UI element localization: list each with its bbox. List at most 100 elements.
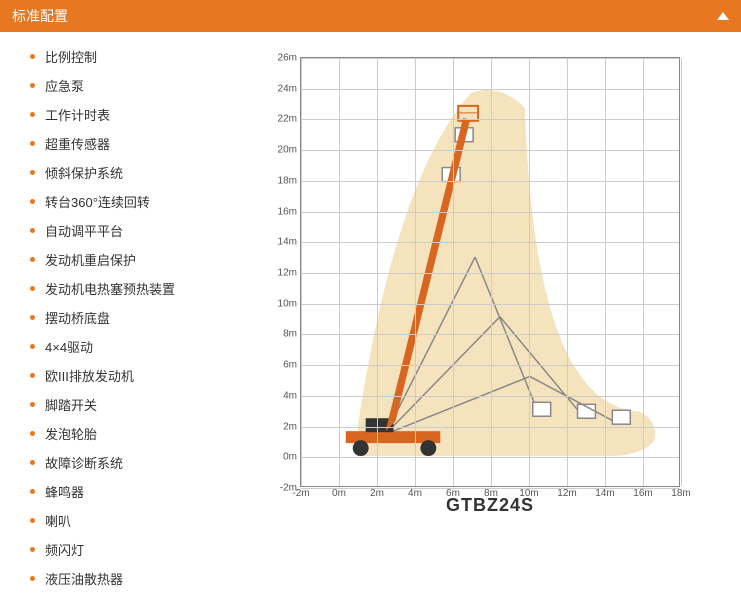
feature-item: 工作计时表 bbox=[30, 105, 300, 124]
bullet-icon bbox=[30, 547, 35, 552]
feature-label: 喇叭 bbox=[45, 511, 71, 530]
section-header[interactable]: 标准配置 bbox=[0, 0, 741, 32]
feature-item: 倾斜保护系统 bbox=[30, 163, 300, 182]
feature-item: 脚踏开关 bbox=[30, 395, 300, 414]
bullet-icon bbox=[30, 402, 35, 407]
feature-label: 蜂鸣器 bbox=[45, 482, 84, 501]
grid-line bbox=[567, 58, 568, 486]
boom-lift-diagram bbox=[301, 58, 679, 486]
y-axis-label: 10m bbox=[278, 298, 301, 309]
feature-label: 频闪灯 bbox=[45, 540, 84, 559]
feature-label: 自动调平平台 bbox=[45, 221, 123, 240]
bullet-icon bbox=[30, 54, 35, 59]
grid-line bbox=[453, 58, 454, 486]
grid-line bbox=[301, 488, 679, 489]
feature-label: 应急泵 bbox=[45, 76, 84, 95]
bullet-icon bbox=[30, 344, 35, 349]
y-axis-label: 6m bbox=[283, 360, 301, 371]
bullet-icon bbox=[30, 373, 35, 378]
y-axis-label: 20m bbox=[278, 145, 301, 156]
feature-label: 摆动桥底盘 bbox=[45, 308, 110, 327]
y-axis-label: 4m bbox=[283, 390, 301, 401]
feature-item: 4×4驱动 bbox=[30, 337, 300, 356]
bullet-icon bbox=[30, 489, 35, 494]
bullet-icon bbox=[30, 83, 35, 88]
grid-line bbox=[301, 427, 679, 428]
grid-line bbox=[605, 58, 606, 486]
grid-line bbox=[529, 58, 530, 486]
y-axis-label: 12m bbox=[278, 268, 301, 279]
y-axis-label: 0m bbox=[283, 452, 301, 463]
bullet-icon bbox=[30, 286, 35, 291]
y-axis-label: 2m bbox=[283, 421, 301, 432]
feature-item: 液压油散热器 bbox=[30, 569, 300, 588]
feature-item: 摆动桥底盘 bbox=[30, 308, 300, 327]
feature-item: 发动机电热塞预热装置 bbox=[30, 279, 300, 298]
feature-item: 比例控制 bbox=[30, 47, 300, 66]
grid-line bbox=[301, 365, 679, 366]
feature-label: 脚踏开关 bbox=[45, 395, 97, 414]
grid-line bbox=[301, 457, 679, 458]
bullet-icon bbox=[30, 460, 35, 465]
bullet-icon bbox=[30, 518, 35, 523]
grid-line bbox=[301, 89, 679, 90]
bullet-icon bbox=[30, 228, 35, 233]
bullet-icon bbox=[30, 199, 35, 204]
feature-label: 故障诊断系统 bbox=[45, 453, 123, 472]
feature-item: 蜂鸣器 bbox=[30, 482, 300, 501]
y-axis-label: 22m bbox=[278, 114, 301, 125]
grid-line bbox=[377, 58, 378, 486]
feature-label: 比例控制 bbox=[45, 47, 97, 66]
y-axis-label: 24m bbox=[278, 83, 301, 94]
bullet-icon bbox=[30, 431, 35, 436]
grid-line bbox=[301, 396, 679, 397]
feature-item: 转台360°连续回转 bbox=[30, 192, 300, 211]
feature-label: 超重传感器 bbox=[45, 134, 110, 153]
y-axis-label: 16m bbox=[278, 206, 301, 217]
feature-item: 发动机重启保护 bbox=[30, 250, 300, 269]
feature-label: 发动机电热塞预热装置 bbox=[45, 279, 175, 298]
grid-line bbox=[681, 58, 682, 486]
collapse-icon bbox=[717, 12, 729, 20]
feature-item: 自动调平平台 bbox=[30, 221, 300, 240]
feature-item: 超重传感器 bbox=[30, 134, 300, 153]
grid-line bbox=[301, 150, 679, 151]
bullet-icon bbox=[30, 257, 35, 262]
bullet-icon bbox=[30, 112, 35, 117]
grid-line bbox=[415, 58, 416, 486]
grid-line bbox=[301, 304, 679, 305]
content-area: 比例控制应急泵工作计时表超重传感器倾斜保护系统转台360°连续回转自动调平平台发… bbox=[0, 32, 741, 598]
grid-line bbox=[301, 58, 302, 486]
y-axis-label: 8m bbox=[283, 329, 301, 340]
feature-item: 欧III排放发动机 bbox=[30, 366, 300, 385]
feature-list: 比例控制应急泵工作计时表超重传感器倾斜保护系统转台360°连续回转自动调平平台发… bbox=[0, 47, 300, 598]
grid-line bbox=[339, 58, 340, 486]
grid-line bbox=[491, 58, 492, 486]
feature-label: 发泡轮胎 bbox=[45, 424, 97, 443]
feature-item: 故障诊断系统 bbox=[30, 453, 300, 472]
bullet-icon bbox=[30, 315, 35, 320]
feature-label: 4×4驱动 bbox=[45, 337, 93, 356]
y-axis-label: 26m bbox=[278, 53, 301, 64]
y-axis-label: 14m bbox=[278, 237, 301, 248]
grid-line bbox=[301, 334, 679, 335]
grid-line bbox=[301, 119, 679, 120]
grid-line bbox=[301, 212, 679, 213]
feature-item: 频闪灯 bbox=[30, 540, 300, 559]
chart-area: GTBZ24S -2m0m2m4m6m8m10m12m14m16m18m-2m0… bbox=[300, 47, 741, 598]
grid-line bbox=[301, 242, 679, 243]
grid-line bbox=[643, 58, 644, 486]
feature-label: 欧III排放发动机 bbox=[45, 366, 134, 385]
feature-label: 液压油散热器 bbox=[45, 569, 123, 588]
feature-label: 倾斜保护系统 bbox=[45, 163, 123, 182]
grid-line bbox=[301, 273, 679, 274]
feature-item: 发泡轮胎 bbox=[30, 424, 300, 443]
feature-item: 应急泵 bbox=[30, 76, 300, 95]
bullet-icon bbox=[30, 141, 35, 146]
feature-label: 工作计时表 bbox=[45, 105, 110, 124]
grid-line bbox=[301, 181, 679, 182]
feature-item: 喇叭 bbox=[30, 511, 300, 530]
header-title: 标准配置 bbox=[12, 6, 68, 26]
y-axis-label: 18m bbox=[278, 175, 301, 186]
feature-label: 发动机重启保护 bbox=[45, 250, 136, 269]
